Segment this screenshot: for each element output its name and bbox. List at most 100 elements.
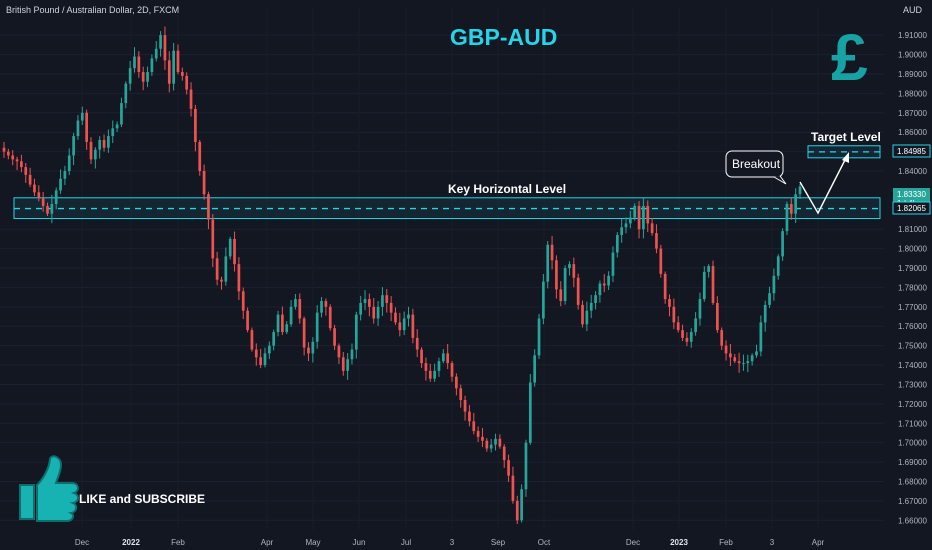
candle-body — [320, 301, 323, 313]
candle-body — [102, 139, 106, 148]
x-tick-label: Feb — [171, 538, 185, 547]
candle-body — [233, 238, 236, 265]
candle-body — [72, 136, 75, 156]
candle-body — [781, 231, 784, 257]
candle-body — [689, 332, 693, 342]
candle-body — [385, 295, 389, 303]
candle-body — [681, 330, 684, 338]
y-tick-label: 1.67000 — [898, 497, 927, 506]
candle-body — [711, 266, 715, 303]
candle-body — [668, 299, 671, 307]
candle-body — [115, 124, 119, 129]
candle-body — [655, 233, 658, 249]
candle-body — [559, 289, 563, 302]
candle-body — [776, 256, 780, 276]
x-tick-label: Dec — [626, 538, 640, 547]
candle-body — [402, 318, 406, 331]
candle-body — [598, 283, 602, 296]
candle-body — [302, 318, 306, 348]
candle-body — [716, 302, 719, 331]
svg-text:£: £ — [831, 20, 868, 94]
y-tick-label: 1.66000 — [898, 516, 927, 525]
candle-body — [254, 349, 258, 358]
candle-body — [76, 120, 80, 137]
candle-body — [41, 198, 45, 206]
candle-body — [494, 438, 497, 445]
candle-body — [54, 190, 58, 204]
y-tick-label: 1.76000 — [898, 322, 927, 331]
candle-body — [685, 337, 689, 342]
candle-body — [359, 302, 363, 315]
candle-body — [428, 370, 432, 379]
candle-body — [763, 304, 767, 323]
like-subscribe-label: LIKE and SUBSCRIBE — [79, 492, 206, 506]
candle-body — [281, 314, 284, 333]
candle-body — [489, 444, 493, 449]
candle-body — [141, 72, 145, 82]
candle-body — [285, 324, 289, 333]
projection-arrow — [799, 152, 849, 215]
candle-body — [720, 330, 724, 346]
candle-body — [93, 149, 97, 160]
y-tick-label: 1.73000 — [898, 380, 927, 389]
breakout-callout: Breakout — [725, 150, 787, 185]
candle-body — [520, 489, 523, 521]
key-level-label: Key Horizontal Level — [448, 182, 566, 196]
candle-body — [389, 302, 393, 313]
candle-body — [759, 322, 763, 352]
candle-body — [350, 349, 354, 360]
candle-body — [794, 194, 797, 214]
candle-body — [502, 446, 506, 461]
candle-body — [220, 279, 223, 282]
candle-body — [768, 293, 771, 305]
x-tick-label: Apr — [812, 538, 825, 547]
candle-body — [572, 264, 576, 278]
candle-body — [542, 281, 545, 319]
candle-body — [307, 347, 310, 354]
candle-body — [555, 260, 558, 290]
candle-body — [446, 353, 450, 364]
target-price-label: 1.84985 — [897, 147, 926, 156]
candle-body — [537, 318, 541, 356]
candle-body — [659, 248, 663, 274]
target-price-tag: 1.84985 — [892, 144, 931, 158]
candle-body — [224, 256, 228, 282]
time-axis: Dec 2022 Feb Apr May Jun Jul 3 Sep Oct Dec 2023 Feb 3… — [75, 538, 825, 547]
candle-body — [259, 357, 262, 366]
currency-label: AUD — [902, 5, 922, 15]
candle-body — [707, 266, 711, 272]
candle-body — [450, 363, 454, 377]
candle-body — [328, 306, 332, 329]
candle-body — [615, 235, 619, 253]
candle-body — [468, 411, 471, 422]
candle-body — [633, 205, 637, 218]
candle-body — [315, 312, 319, 342]
candle-body — [363, 299, 367, 303]
candle-body — [698, 299, 702, 319]
candle-body — [202, 171, 206, 195]
target-level-label: Target Level — [811, 130, 881, 144]
chart-title: GBP-AUD — [450, 24, 558, 50]
candle-body — [611, 252, 615, 276]
grid — [0, 8, 884, 530]
candle-body — [398, 322, 402, 331]
y-tick-label: 1.78000 — [898, 283, 927, 292]
candle-body — [289, 306, 293, 325]
candle-body — [333, 328, 336, 346]
candle-body — [368, 299, 371, 307]
y-tick-label: 1.81000 — [898, 225, 927, 234]
candle-body — [198, 141, 202, 172]
candle-body — [663, 273, 667, 300]
candle-body — [511, 475, 515, 501]
candle-body — [533, 355, 537, 383]
candle-body — [702, 271, 706, 300]
breakout-label: Breakout — [732, 157, 781, 171]
key-price-label: 1.82065 — [897, 204, 926, 213]
candle-body — [80, 112, 84, 121]
candle-body — [607, 275, 610, 286]
candle-body — [237, 264, 241, 292]
candle-body — [20, 161, 23, 168]
candle-body — [133, 56, 136, 69]
y-tick-label: 1.68000 — [898, 477, 927, 486]
candle-body — [642, 205, 645, 230]
